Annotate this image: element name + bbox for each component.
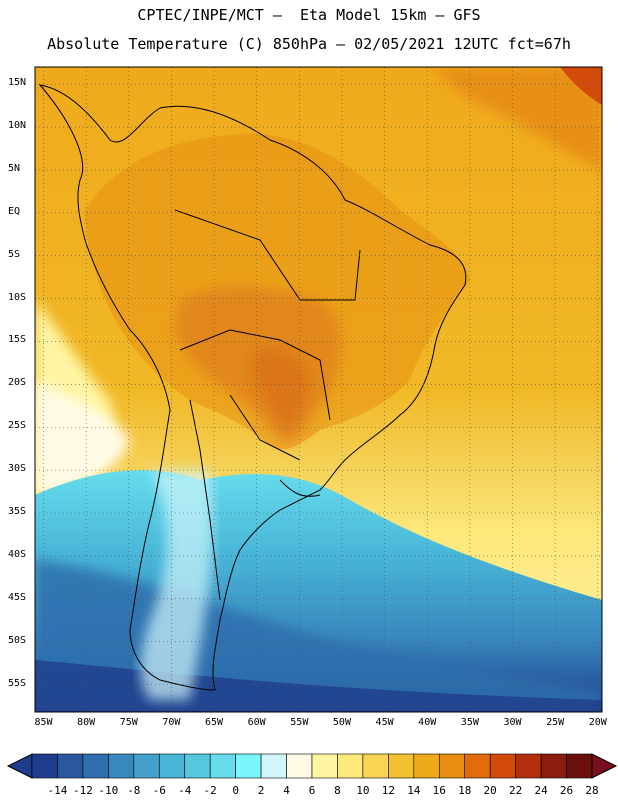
- colorbar-label: -4: [178, 784, 192, 797]
- lon-label: 75W: [119, 717, 138, 728]
- lon-label: 30W: [503, 717, 522, 728]
- colorbar-swatch: [209, 753, 236, 779]
- colorbar-label: 10: [356, 784, 370, 797]
- country-borders: [38, 84, 467, 691]
- colorbar-label: 4: [283, 784, 290, 797]
- colorbar-swatch: [337, 753, 364, 779]
- colorbar-label: 6: [308, 784, 316, 797]
- colorbar-label: -2: [203, 784, 217, 797]
- lat-label: 5N: [8, 162, 21, 174]
- title-line-1: CPTEC/INPE/MCT – Eta Model 15km – GFS: [137, 6, 481, 24]
- colorbar-swatch: [260, 753, 287, 779]
- graticule: [35, 67, 602, 712]
- colorbar-swatch: [438, 753, 466, 779]
- lat-label: 30S: [8, 463, 27, 475]
- colorbar-label: 0: [232, 784, 239, 797]
- colorbar-swatch: [388, 753, 415, 779]
- colorbar-label: 12: [381, 784, 395, 797]
- lat-label: 50S: [8, 634, 27, 646]
- lon-label: 35W: [460, 717, 479, 728]
- lat-label: 15S: [8, 334, 27, 346]
- lon-label: 65W: [205, 717, 224, 728]
- lon-label: 85W: [34, 717, 53, 728]
- colorbar-swatch: [362, 753, 389, 779]
- colorbar-swatch: [184, 753, 211, 779]
- colorbar-label: -10: [98, 784, 119, 797]
- colorbar-min-arrow: [6, 753, 33, 779]
- lat-label: 20S: [8, 377, 27, 389]
- colorbar-swatch: [489, 753, 516, 779]
- temperature-field: [35, 67, 602, 712]
- colorbar-label: -14: [47, 784, 68, 797]
- colorbar-label: 16: [432, 784, 446, 797]
- colorbar-label: 14: [407, 784, 421, 797]
- colorbar-label: 28: [585, 784, 599, 797]
- colorbar-label: 26: [559, 784, 574, 797]
- lat-label: 15N: [8, 77, 27, 89]
- colorbar-swatch: [57, 753, 84, 779]
- colorbar-label: 8: [334, 784, 341, 797]
- colorbar-label: 20: [483, 784, 497, 797]
- colorbar-label: 18: [458, 784, 472, 797]
- colorbar-swatch: [311, 753, 338, 779]
- colorbar-swatch: [108, 753, 135, 779]
- lon-label: 20W: [588, 717, 607, 728]
- lon-label: 80W: [77, 717, 96, 728]
- lat-label: EQ: [8, 205, 21, 217]
- colorbar-label: -6: [152, 784, 166, 797]
- colorbar-label: 24: [534, 784, 548, 797]
- colorbar-swatch: [515, 753, 542, 779]
- lat-label: 45S: [8, 591, 27, 603]
- lat-label: 35S: [8, 506, 27, 517]
- colorbar-max-arrow: [591, 753, 618, 779]
- lon-label: 45W: [375, 717, 394, 728]
- lat-label: 40S: [8, 548, 27, 560]
- colorbar-label: 22: [509, 784, 523, 797]
- lat-label: 55S: [8, 677, 27, 689]
- title-line-2: Absolute Temperature (C) 850hPa – 02/05/…: [47, 35, 571, 53]
- colorbar-swatch: [464, 753, 491, 779]
- colorbar-swatch: [566, 753, 593, 779]
- colorbar-swatch: [82, 753, 109, 779]
- lon-label: 50W: [332, 717, 351, 728]
- colorbar-swatch: [158, 753, 186, 779]
- lon-label: 55W: [290, 717, 309, 728]
- lat-label: 25S: [8, 420, 27, 432]
- lon-label: 25W: [546, 717, 565, 728]
- lon-label: 60W: [247, 717, 266, 728]
- lon-label: 40W: [418, 717, 437, 728]
- lat-label: 5S: [8, 248, 21, 260]
- lon-label: 70W: [162, 717, 181, 728]
- colorbar-label: 2: [257, 784, 265, 797]
- colorbar-swatch: [413, 753, 440, 779]
- colorbar-label: -12: [72, 784, 93, 797]
- colorbar-swatch: [31, 753, 58, 779]
- colorbar: [6, 753, 618, 779]
- lat-label: 10N: [8, 120, 27, 132]
- colorbar-swatch: [540, 753, 567, 779]
- colorbar-label: -8: [127, 784, 141, 797]
- colorbar-swatch: [235, 753, 262, 779]
- colorbar-swatch: [286, 753, 313, 779]
- map-frame: [34, 66, 603, 713]
- lat-label: 10S: [8, 291, 27, 303]
- colorbar-swatch: [133, 753, 160, 779]
